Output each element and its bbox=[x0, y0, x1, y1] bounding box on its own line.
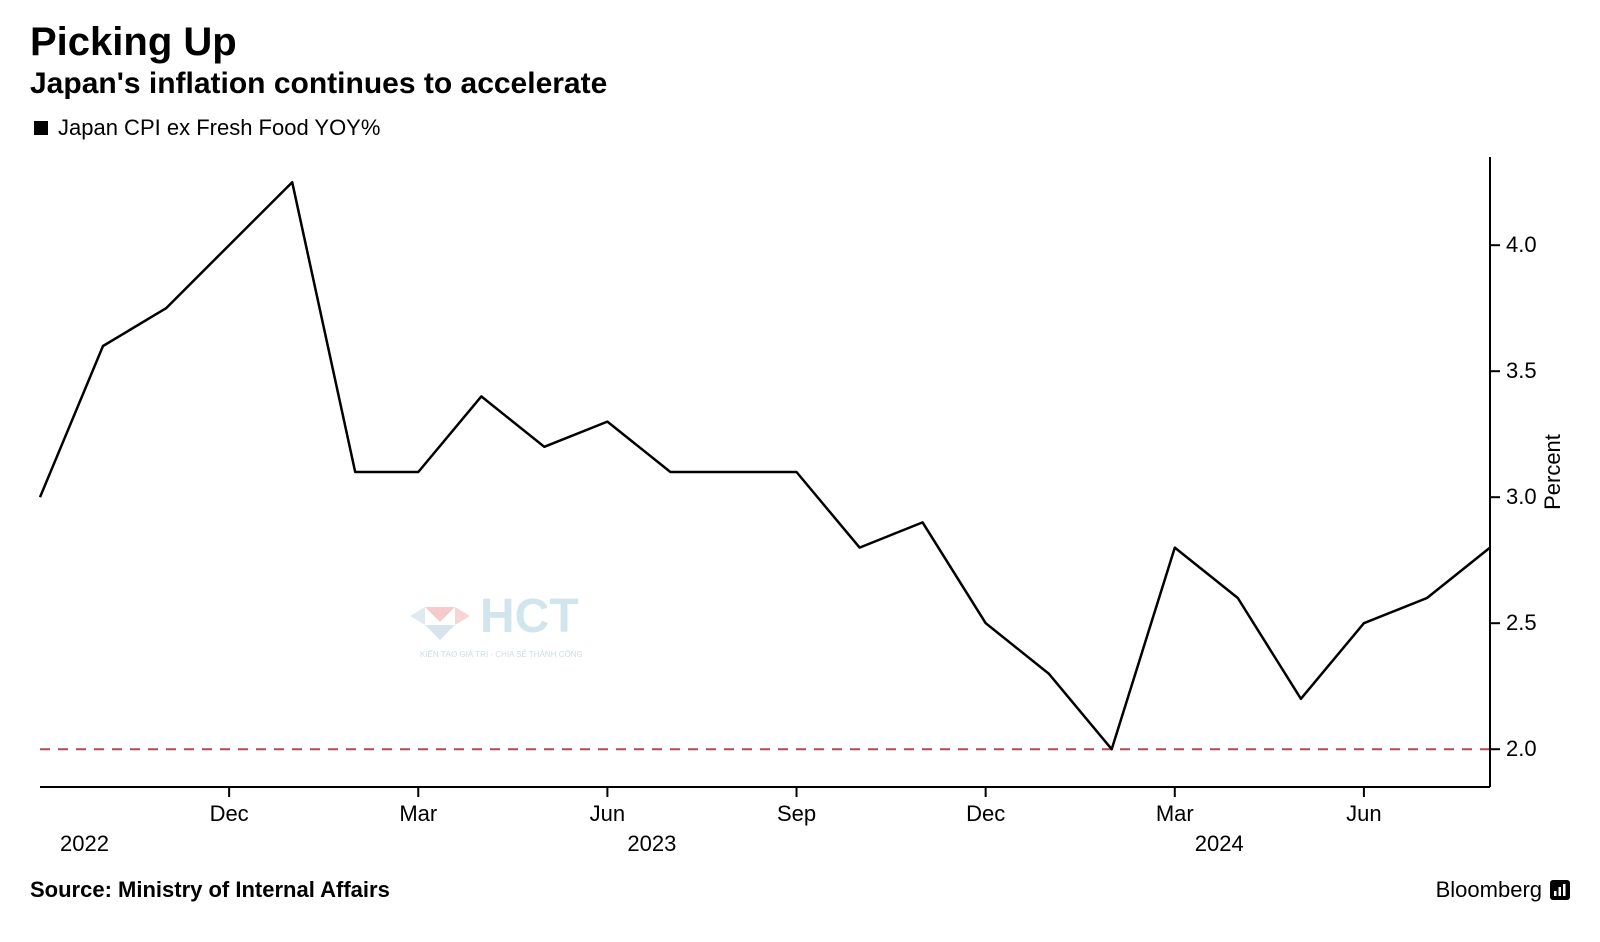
brand-label: Bloomberg bbox=[1436, 877, 1542, 903]
svg-text:Jun: Jun bbox=[1346, 801, 1381, 826]
legend-swatch bbox=[34, 121, 48, 135]
svg-text:Jun: Jun bbox=[590, 801, 625, 826]
svg-text:Percent: Percent bbox=[1540, 434, 1565, 510]
svg-text:Dec: Dec bbox=[966, 801, 1005, 826]
svg-text:Mar: Mar bbox=[399, 801, 437, 826]
svg-text:3.0: 3.0 bbox=[1506, 484, 1537, 509]
svg-text:4.0: 4.0 bbox=[1506, 232, 1537, 257]
chart-source: Source: Ministry of Internal Affairs bbox=[30, 877, 390, 903]
footer: Source: Ministry of Internal Affairs Blo… bbox=[30, 877, 1570, 903]
svg-text:Mar: Mar bbox=[1156, 801, 1194, 826]
brand: Bloomberg bbox=[1436, 877, 1570, 903]
brand-icon bbox=[1550, 880, 1570, 900]
legend: Japan CPI ex Fresh Food YOY% bbox=[34, 115, 1570, 141]
svg-text:2.5: 2.5 bbox=[1506, 610, 1537, 635]
svg-text:Dec: Dec bbox=[210, 801, 249, 826]
line-chart: 2.0 2.5 3.0 3.5 4.0 Percent Dec Mar Jun Sep Dec Mar… bbox=[30, 147, 1570, 867]
chart-container: Picking Up Japan's inflation continues t… bbox=[0, 0, 1600, 942]
svg-text:2022: 2022 bbox=[60, 831, 109, 856]
legend-label: Japan CPI ex Fresh Food YOY% bbox=[58, 115, 380, 141]
svg-text:Sep: Sep bbox=[777, 801, 816, 826]
svg-text:2023: 2023 bbox=[627, 831, 676, 856]
svg-text:2.0: 2.0 bbox=[1506, 736, 1537, 761]
plot-area: 2.0 2.5 3.0 3.5 4.0 Percent Dec Mar Jun Sep Dec Mar… bbox=[30, 147, 1570, 867]
chart-title: Picking Up bbox=[30, 20, 1570, 65]
chart-subtitle: Japan's inflation continues to accelerat… bbox=[30, 67, 1570, 101]
svg-text:2024: 2024 bbox=[1195, 831, 1244, 856]
svg-text:3.5: 3.5 bbox=[1506, 358, 1537, 383]
